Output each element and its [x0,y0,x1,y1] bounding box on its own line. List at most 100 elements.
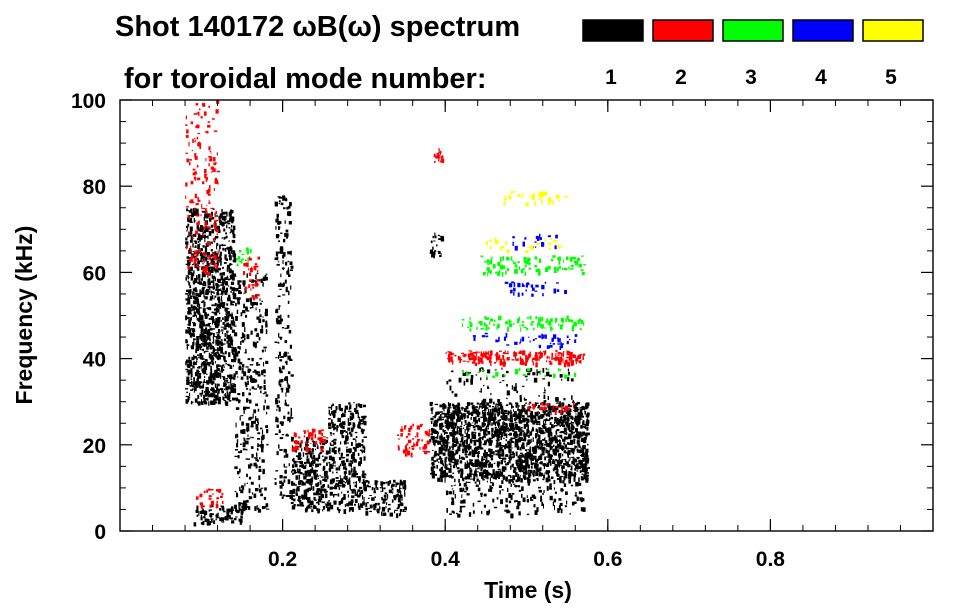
spectrum-pixel [265,320,268,324]
spectrum-pixel [506,397,508,400]
spectrum-pixel [280,355,284,358]
spectrum-pixel [575,413,577,415]
spectrum-pixel [242,280,246,285]
spectrum-pixel [363,456,366,461]
spectrum-pixel [222,272,225,276]
spectrum-pixel [554,421,556,424]
spectrum-pixel [202,255,205,258]
spectrum-pixel [546,470,549,475]
spectrum-pixel [538,395,540,397]
spectrum-pixel [320,485,323,489]
spectrum-pixel [351,489,355,494]
spectrum-pixel [416,425,420,430]
spectrum-pixel [343,494,346,499]
spectrum-pixel [193,339,195,344]
spectrum-pixel [571,426,575,429]
spectrum-pixel [334,410,337,413]
spectrum-pixel [189,159,192,161]
spectrum-pixel [343,460,345,463]
spectrum-pixel [185,206,189,208]
spectrum-pixel [216,292,219,296]
spectrum-pixel [263,385,266,390]
spectrum-pixel [248,424,250,429]
spectrum-pixel [474,459,478,464]
spectrum-pixel [226,330,229,333]
spectrum-pixel [241,430,245,434]
spectrum-pixel [395,483,397,488]
spectrum-pixel [559,417,563,421]
spectrum-pixel [235,449,239,451]
spectrum-pixel [187,217,190,222]
spectrum-pixel [279,379,283,383]
spectrum-pixel [393,496,397,501]
spectrum-pixel [256,279,260,282]
spectrum-pixel [275,251,279,257]
spectrum-pixel [363,420,367,426]
spectrum-region-mode-1 [446,367,575,406]
spectrum-pixel [474,470,476,474]
spectrum-pixel [480,367,484,369]
spectrum-pixel [444,462,447,467]
spectrum-pixel [201,288,205,293]
spectrum-pixel [535,428,538,432]
spectrum-pixel [559,502,563,507]
spectrum-pixel [264,312,268,317]
spectrum-pixel [418,439,420,441]
spectrum-pixel [229,365,233,369]
spectrum-pixel [206,204,208,207]
spectrum-pixel [450,416,454,421]
spectrum-pixel [562,438,566,442]
spectrum-pixel [451,501,455,506]
spectrum-pixel [532,358,535,360]
spectrum-pixel [445,472,449,477]
spectrum-pixel [206,260,209,265]
spectrum-pixel [341,461,344,467]
spectrum-pixel [216,242,219,246]
spectrum-pixel [561,437,563,439]
spectrum-pixel [282,282,285,286]
spectrum-pixel [380,490,382,493]
spectrum-pixel [190,121,194,125]
spectrum-pixel [247,464,251,466]
spectrum-pixel [207,274,209,278]
spectrum-pixel [469,467,472,470]
spectrum-pixel [202,181,205,185]
spectrum-pixel [437,442,440,444]
spectrum-pixel [465,378,469,383]
spectrum-pixel [477,463,480,466]
spectrum-pixel [561,459,563,463]
spectrum-pixel [567,453,569,458]
spectrum-pixel [584,411,586,415]
spectrum-pixel [580,470,582,473]
spectrum-pixel [479,370,481,373]
spectrum-pixel [569,409,572,413]
spectrum-pixel [398,513,401,517]
spectrum-pixel [197,199,201,202]
spectrum-pixel [540,429,544,433]
spectrum-pixel [404,425,407,428]
spectrum-pixel [237,393,241,396]
spectrum-pixel [356,484,357,488]
spectrum-pixel [547,470,551,473]
spectrum-pixel [209,185,211,189]
spectrum-pixel [561,423,564,425]
spectrum-pixel [239,521,242,525]
spectrum-pixel [496,475,499,477]
spectrum-pixel [352,422,355,426]
spectrum-pixel [482,478,485,481]
spectrum-pixel [195,230,199,235]
spectrum-pixel [505,404,509,407]
spectrum-pixel [186,227,188,231]
spectrum-pixel [326,475,329,480]
spectrum-pixel [283,476,287,479]
spectrum-pixel [348,402,351,405]
spectrum-pixel [298,468,301,474]
spectrum-pixel [193,218,195,223]
spectrum-pixel [237,358,241,364]
spectrum-pixel [316,488,320,492]
spectrum-pixel [489,422,491,425]
spectrum-pixel [513,431,517,435]
spectrum-pixel [221,505,224,508]
spectrum-pixel [460,457,463,459]
spectrum-pixel [214,177,218,183]
